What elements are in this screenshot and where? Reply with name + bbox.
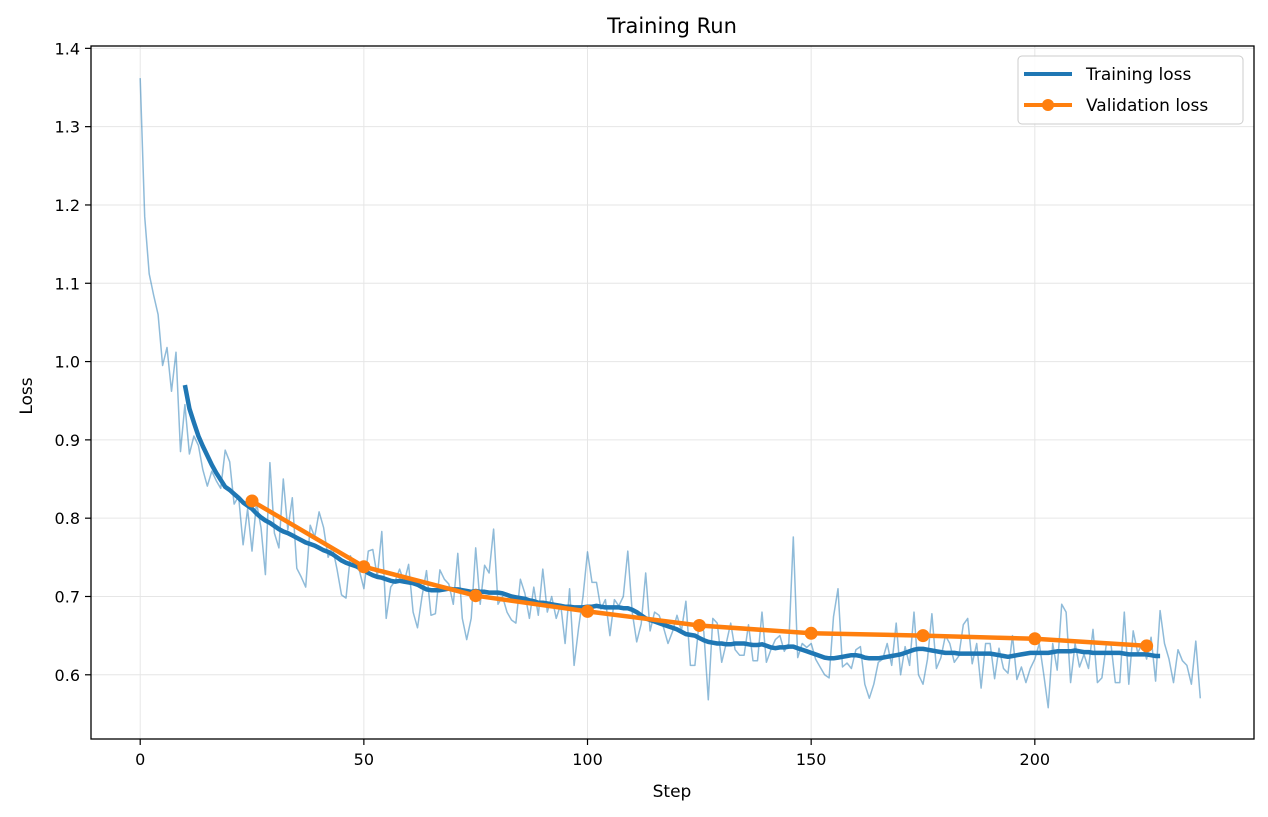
ticks: 0 50 100 150 200 0.6 0.7 0.8 0.9 1.0 1.1 1.2 1.3 1.4 [55, 39, 1051, 769]
plot-frame [90, 45, 1255, 740]
x-axis-label: Step [653, 782, 692, 802]
x-tick-label: 150 [796, 750, 827, 769]
validation-loss-point [357, 560, 371, 574]
validation-loss-point [1028, 632, 1042, 646]
y-tick-label: 0.6 [55, 666, 80, 685]
validation-loss-point [804, 626, 818, 640]
legend-box [1017, 55, 1244, 125]
validation-loss-point [692, 618, 706, 632]
y-tick-label: 0.7 [55, 587, 80, 606]
x-tick-label: 0 [135, 750, 145, 769]
y-tick-label: 1.3 [55, 118, 80, 137]
legend: Training loss Validation loss [1017, 55, 1244, 125]
x-tick-label: 100 [572, 750, 603, 769]
legend-validation-label: Validation loss [1086, 96, 1208, 116]
y-tick-label: 0.8 [55, 509, 80, 528]
y-tick-label: 1.4 [55, 39, 80, 58]
validation-loss-point [916, 629, 930, 643]
legend-validation-marker [1042, 99, 1054, 111]
validation-loss-point [1140, 639, 1154, 653]
y-tick-label: 1.1 [55, 274, 80, 293]
y-axis-label: Loss [17, 377, 37, 414]
x-tick-label: 200 [1020, 750, 1051, 769]
legend-training-label: Training loss [1085, 65, 1191, 85]
y-tick-label: 1.0 [55, 353, 80, 372]
training-loss-line [182, 384, 1161, 661]
validation-loss-point [245, 494, 259, 508]
series-layer [139, 78, 1202, 709]
validation-loss-point [469, 589, 483, 603]
training-loss-raw-line [139, 78, 1202, 709]
validation-loss-point [581, 604, 595, 618]
y-tick-label: 0.9 [55, 431, 80, 450]
y-tick-label: 1.2 [55, 196, 80, 215]
chart-title: Training Run [606, 14, 737, 38]
x-tick-label: 50 [354, 750, 374, 769]
